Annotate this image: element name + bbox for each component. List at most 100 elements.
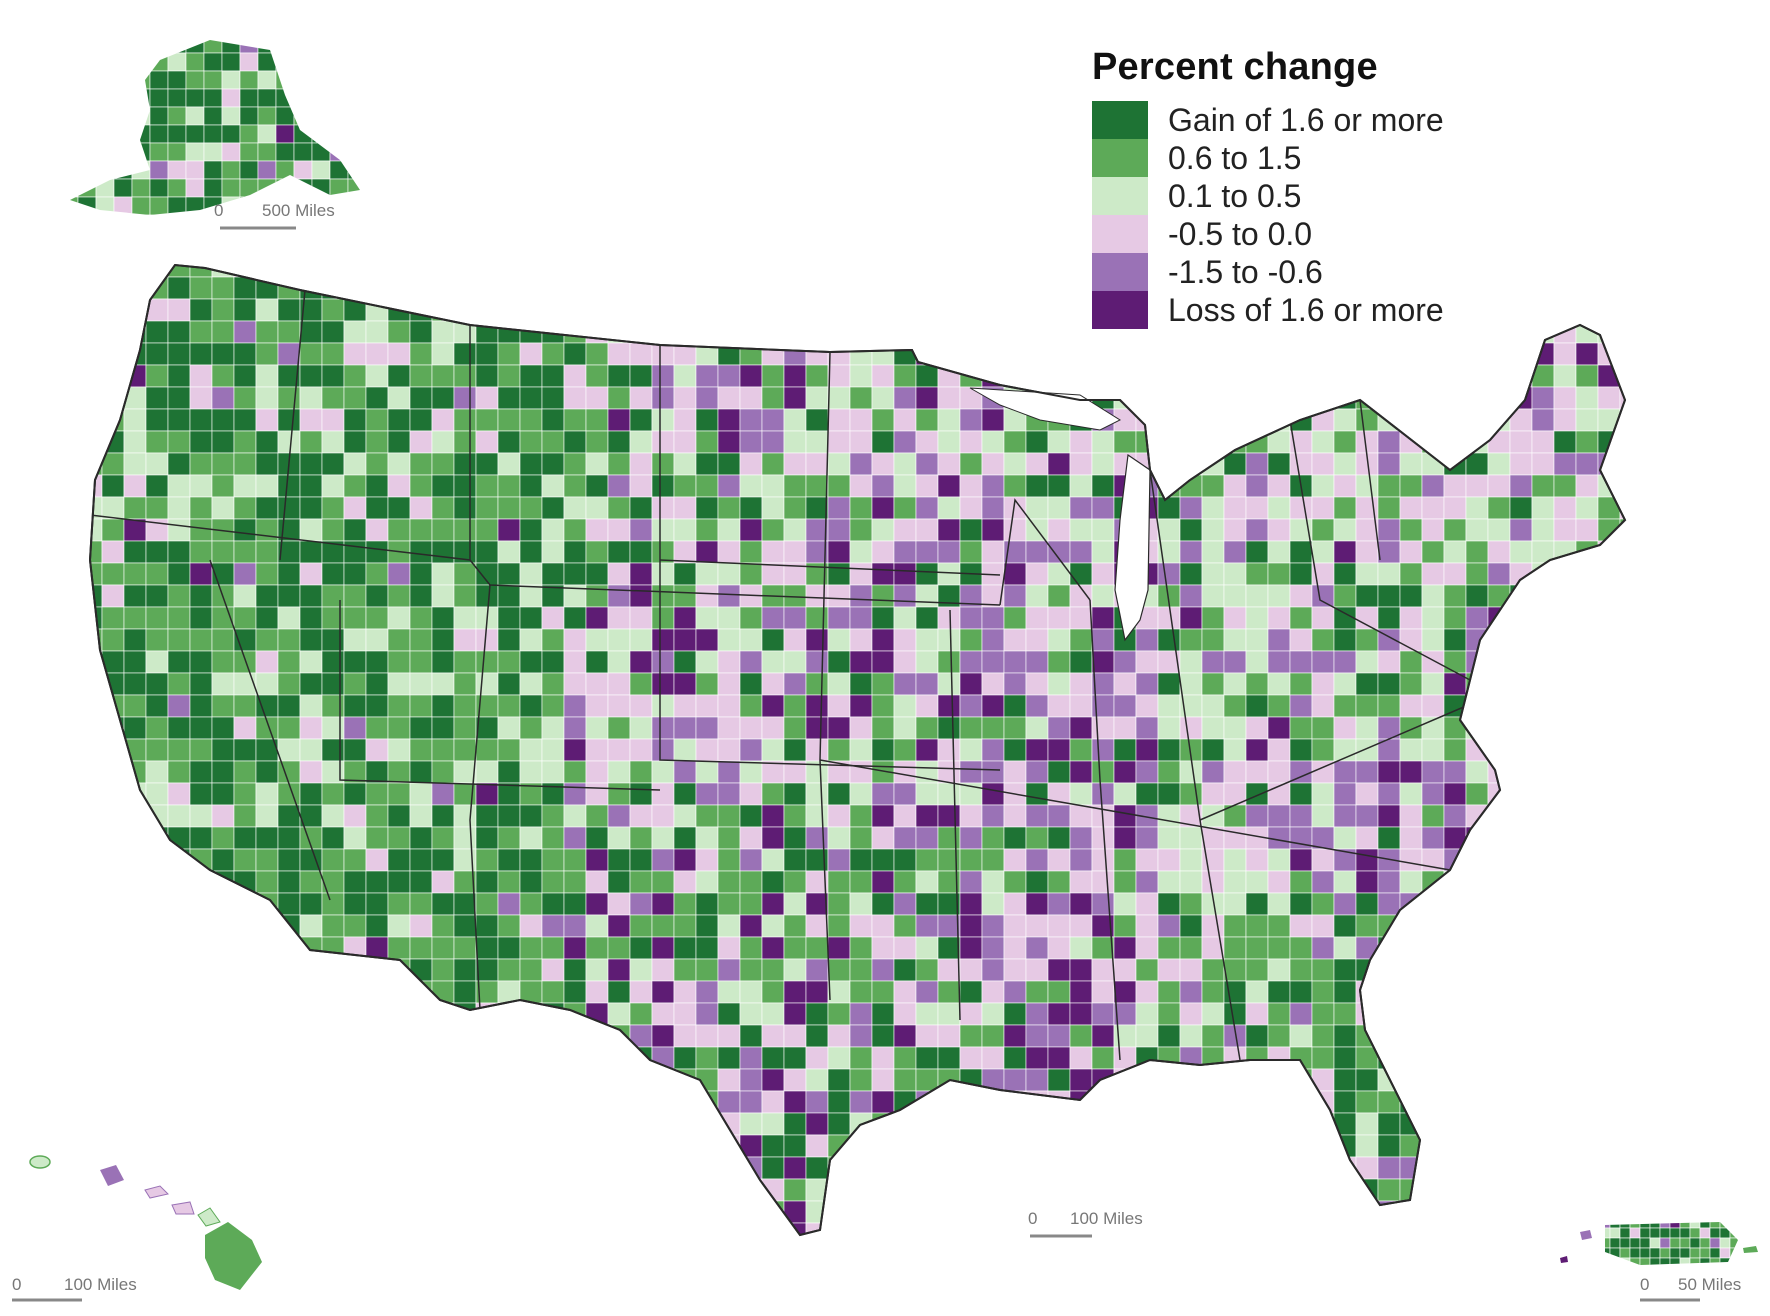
county-cell [431, 408, 455, 432]
county-cell [849, 870, 873, 894]
county-cell [871, 1090, 895, 1114]
county-cell [1399, 496, 1423, 520]
county-cell [717, 782, 741, 806]
county-cell [299, 452, 323, 476]
county-cell [233, 650, 257, 674]
county-cell [255, 1134, 279, 1158]
county-cell [211, 1090, 235, 1114]
county-cell [1333, 540, 1357, 564]
county-cell [563, 1112, 587, 1136]
county-cell [1135, 1112, 1159, 1136]
county-cell [827, 936, 851, 960]
county-cell [1597, 1178, 1621, 1202]
county-cell [233, 364, 257, 388]
county-cell [629, 804, 653, 828]
county-cell [189, 1134, 213, 1158]
county-cell [1709, 1257, 1721, 1265]
county-cell [1157, 936, 1181, 960]
county-cell [805, 386, 829, 410]
county-cell [1245, 562, 1269, 586]
county-cell [585, 474, 609, 498]
county-cell [1157, 782, 1181, 806]
county-cell [1223, 1156, 1247, 1180]
county-cell [1509, 430, 1533, 454]
county-cell [1443, 804, 1467, 828]
county-cell [1157, 452, 1181, 476]
county-cell [1245, 650, 1269, 674]
county-cell [1157, 342, 1181, 366]
county-cell [1531, 562, 1555, 586]
county-cell [1223, 342, 1247, 366]
county-cell [915, 672, 939, 696]
county-cell [541, 980, 565, 1004]
county-cell [1267, 694, 1291, 718]
county-cell [123, 1200, 147, 1224]
county-cell [101, 958, 125, 982]
hawaii-scale-bar: 0 100 Miles [12, 1275, 137, 1302]
county-cell [739, 628, 763, 652]
county-cell [849, 892, 873, 916]
county-cell [1091, 584, 1115, 608]
county-cell [475, 716, 499, 740]
county-cell [409, 1090, 433, 1114]
county-cell [1267, 650, 1291, 674]
county-cell [871, 540, 895, 564]
county-cell [849, 628, 873, 652]
county-cell [239, 160, 259, 180]
county-cell [629, 1222, 653, 1235]
county-cell [453, 452, 477, 476]
county-cell [871, 738, 895, 762]
county-cell [475, 320, 499, 344]
county-cell [453, 364, 477, 388]
county-cell [387, 628, 411, 652]
county-cell [541, 342, 565, 366]
county-cell [1597, 914, 1621, 938]
county-cell [329, 160, 349, 180]
county-cell [673, 804, 697, 828]
county-cell [409, 452, 433, 476]
county-cell [233, 1156, 257, 1180]
county-cell [321, 1090, 345, 1114]
county-cell [607, 606, 631, 630]
county-cell [827, 606, 851, 630]
county-cell [1597, 386, 1621, 410]
county-cell [239, 214, 259, 215]
county-cell [1267, 342, 1291, 366]
county-cell [321, 1024, 345, 1048]
county-cell [1311, 716, 1335, 740]
county-cell [1531, 1046, 1555, 1070]
county-cell [805, 408, 829, 432]
county-cell [145, 1024, 169, 1048]
county-cell [475, 650, 499, 674]
county-cell [1553, 606, 1577, 630]
county-cell [1487, 1156, 1511, 1180]
county-cell [695, 364, 719, 388]
county-cell [1597, 1024, 1621, 1048]
county-cell [1553, 1156, 1577, 1180]
county-cell [431, 474, 455, 498]
county-cell [1421, 914, 1445, 938]
county-cell [1377, 892, 1401, 916]
county-cell [805, 606, 829, 630]
county-cell [1025, 265, 1049, 278]
county-cell [871, 342, 895, 366]
county-cell [1531, 1222, 1555, 1235]
county-cell [387, 496, 411, 520]
county-cell [145, 1002, 169, 1026]
county-cell [651, 716, 675, 740]
county-cell [871, 452, 895, 476]
county-cell [1729, 1222, 1738, 1229]
county-cell [95, 124, 115, 144]
county-cell [1553, 848, 1577, 872]
county-cell [90, 694, 103, 718]
county-cell [90, 892, 103, 916]
county-cell [475, 1024, 499, 1048]
county-cell [1091, 1068, 1115, 1092]
county-cell [1421, 408, 1445, 432]
county-cell [343, 892, 367, 916]
county-cell [387, 694, 411, 718]
county-cell [1619, 650, 1625, 674]
county-cell [871, 386, 895, 410]
county-cell [871, 1002, 895, 1026]
county-cell [1399, 672, 1423, 696]
